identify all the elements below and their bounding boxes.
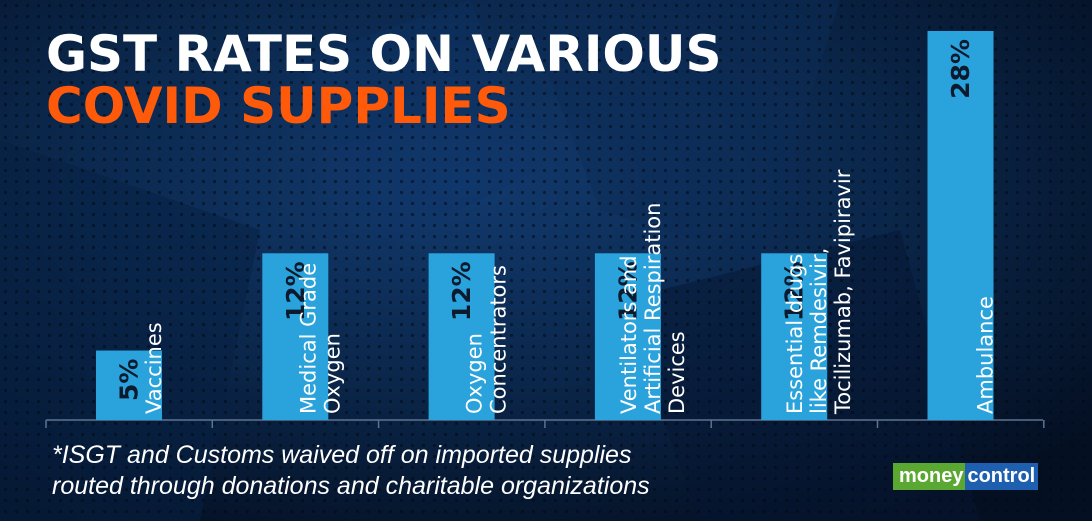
category-label: Ambulance <box>974 296 998 414</box>
category-labels-group: Vaccines Medical Grade Oxygen Oxygen Concent… <box>142 169 998 415</box>
footnote-line-2: routed through donations and charitable … <box>52 472 650 500</box>
bar-value-label: 12% <box>780 261 809 321</box>
bar <box>927 31 994 420</box>
bar <box>594 253 661 420</box>
category-label: like Remdesivir, <box>807 248 831 414</box>
bar-value-label: 28% <box>946 39 975 99</box>
category-label: Oxygen <box>463 333 487 414</box>
logo-part-money: money <box>893 463 966 490</box>
bar-value-label: 12% <box>613 261 642 321</box>
x-axis-ticks <box>45 420 1045 428</box>
title-line-1: GST RATES ON VARIOUS <box>46 25 722 83</box>
value-labels-group: 5% 12% 12% 12% 12% 28% <box>115 39 976 401</box>
moneycontrol-logo: money control <box>893 463 1038 490</box>
category-label: Vaccines <box>142 322 166 414</box>
category-label: Ventilators and <box>617 255 641 414</box>
bars-group <box>96 31 994 420</box>
bar-value-label: 5% <box>115 359 144 401</box>
footnote-line-1: *ISGT and Customs waived off on imported… <box>52 441 632 469</box>
category-label: Devices <box>665 331 689 414</box>
bar <box>761 253 828 420</box>
category-label: Medical Grade <box>296 263 320 414</box>
footnote: *ISGT and Customs waived off on imported… <box>52 440 650 502</box>
category-label: Tocilizumab, Favipiravir <box>831 169 855 415</box>
bar-value-label: 12% <box>447 261 476 321</box>
category-label: Artificial Respiration <box>641 203 665 414</box>
title-line-2: COVID SUPPLIES <box>46 77 511 135</box>
bar-value-label: 12% <box>281 261 310 321</box>
bar <box>428 253 495 420</box>
bar <box>96 350 162 420</box>
category-label: Concentrators <box>487 265 511 414</box>
bar <box>262 253 329 420</box>
logo-part-control: control <box>965 463 1038 490</box>
category-label: Essential drugs <box>783 254 807 414</box>
category-label: Oxygen <box>320 333 344 414</box>
